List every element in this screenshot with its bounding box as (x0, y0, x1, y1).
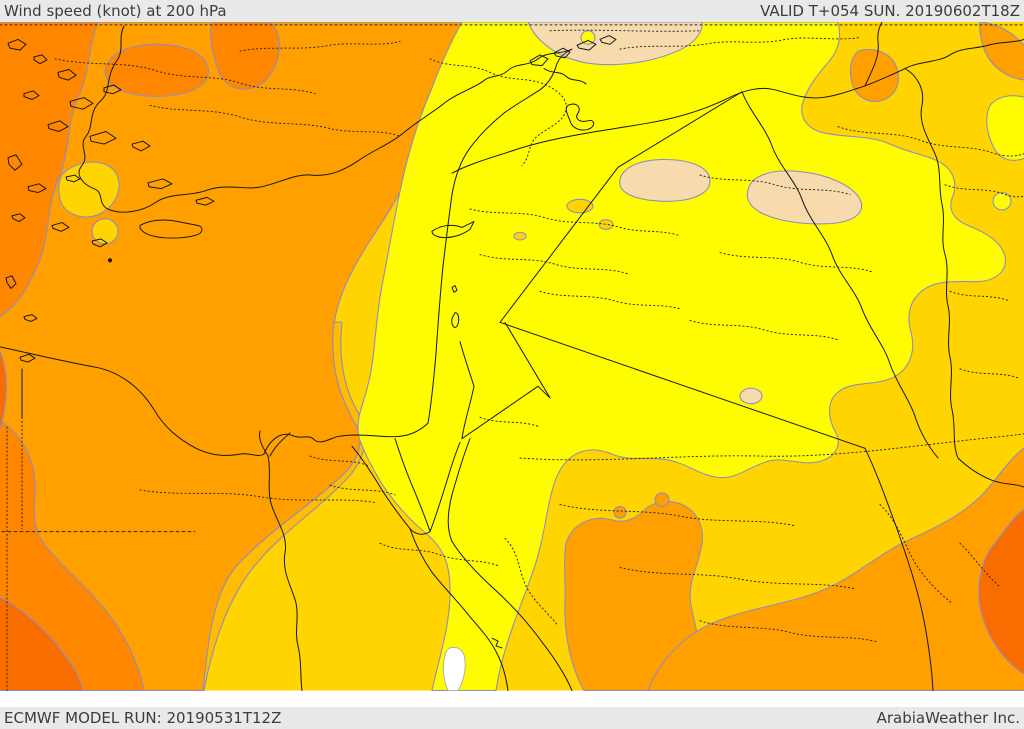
coastlines-and-borders (0, 22, 1024, 692)
map-canvas (0, 22, 1024, 707)
field-peach-syria-1 (619, 159, 711, 202)
contour-fill-regions (0, 22, 1024, 692)
field-peach-turkey (527, 22, 703, 66)
field-peach-hole (580, 30, 596, 45)
header-bar: Wind speed (knot) at 200 hPa VALID T+054… (0, 0, 1024, 22)
field-gold-dot-2 (598, 219, 614, 230)
map-title: Wind speed (knot) at 200 hPa (4, 2, 227, 20)
field-yellow-east-edge (986, 95, 1024, 161)
valid-time-label: VALID T+054 SUN. 20190602T18Z (760, 2, 1020, 20)
sea-of-galilee (451, 285, 458, 293)
model-run-label: ECMWF MODEL RUN: 20190531T12Z (4, 709, 282, 727)
nile-delta-branch (259, 430, 291, 457)
saudi-east-border (864, 447, 934, 692)
field-peach-dot (739, 387, 763, 405)
field-red-orange-corner-se (978, 509, 1024, 675)
field-gold-dot-3 (513, 231, 527, 241)
field-orange-southeast-band (647, 447, 1024, 692)
wind-speed-contour-map (0, 22, 1024, 692)
lake-assad (565, 103, 595, 131)
iraq-saudi-border (499, 321, 866, 449)
brand-label: ArabiaWeather Inc. (876, 709, 1020, 727)
anatolia-south-coast (78, 25, 483, 213)
void-white-blob (442, 647, 466, 691)
field-yellow-dot-east (992, 191, 1012, 211)
cyprus-island (431, 221, 475, 239)
field-deep-orange-anatolia-2 (210, 22, 280, 90)
dead-sea (451, 312, 460, 328)
field-orange-saudi-blob (564, 501, 703, 692)
field-orange-patch-iran-border (849, 49, 899, 102)
mediterranean-coastline (0, 48, 573, 456)
footer-bar: ECMWF MODEL RUN: 20190531T12Z ArabiaWeat… (0, 707, 1024, 729)
field-peach-syria-2 (746, 170, 863, 225)
field-orange-corner-ne (979, 22, 1024, 81)
jordan-saudi-border (461, 321, 551, 440)
aegean-islands (5, 38, 215, 363)
turkey-iran-border (864, 22, 1024, 87)
syria-iraq-border (499, 91, 743, 323)
field-orange-dot-1 (613, 505, 627, 519)
iraq-iran-border (904, 68, 1024, 488)
field-red-orange-left-sliver (0, 350, 7, 429)
admin-dotted-boundaries (0, 24, 1024, 692)
field-deep-orange-anatolia-1 (104, 43, 209, 97)
field-orange-dot-2 (654, 492, 670, 507)
crete-island (139, 219, 203, 239)
turkey-syria-border (451, 68, 906, 174)
jordan-rift-border (459, 341, 475, 440)
field-red-orange-corner-sw (0, 596, 84, 692)
red-sea-coasts (351, 438, 573, 692)
iskenderun-islets (529, 35, 617, 85)
euphrates-river (741, 91, 939, 459)
nile-river (267, 455, 303, 692)
